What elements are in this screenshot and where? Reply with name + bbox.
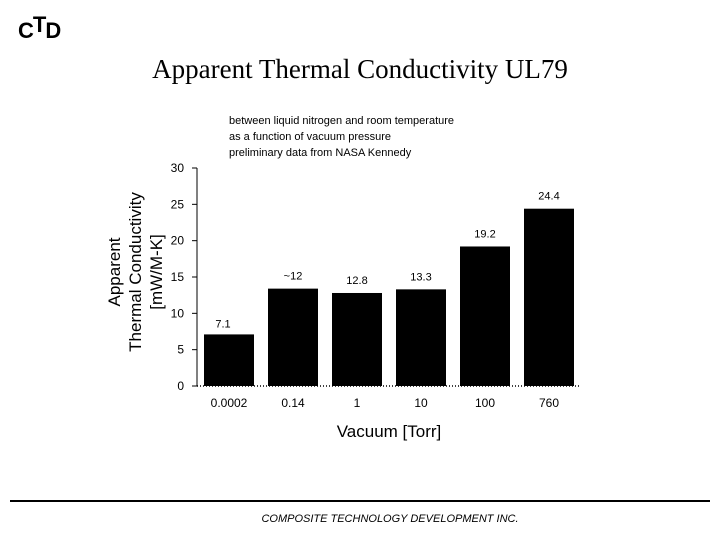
- footer-company-name: COMPOSITE TECHNOLOGY DEVELOPMENT INC.: [261, 513, 519, 525]
- data-label: 24.4: [538, 191, 559, 203]
- y-axis-label-line: [mW/M-K]: [147, 234, 166, 310]
- chart-annotation-line: as a function of vacuum pressure: [229, 131, 391, 143]
- y-axis-label-line: Apparent: [105, 237, 124, 306]
- y-tick-label: 30: [171, 161, 185, 175]
- y-tick-label: 0: [177, 379, 184, 393]
- x-tick-label: 10: [414, 396, 428, 410]
- x-axis-label: Vacuum [Torr]: [337, 422, 442, 441]
- footer-divider: [10, 500, 710, 502]
- y-tick-label: 5: [177, 343, 184, 357]
- y-tick-label: 20: [171, 234, 185, 248]
- y-tick-label: 25: [171, 197, 185, 211]
- chart-annotation-line: preliminary data from NASA Kennedy: [229, 147, 412, 159]
- y-tick-label: 10: [171, 306, 185, 320]
- data-label: 12.8: [346, 275, 367, 287]
- slide-title: Apparent Thermal Conductivity UL79: [152, 54, 568, 84]
- bar: [524, 208, 574, 386]
- x-tick-label: 1: [354, 396, 361, 410]
- logo-letter-c: C: [18, 18, 34, 43]
- x-tick-label: 100: [475, 396, 495, 410]
- data-label: 13.3: [410, 271, 431, 283]
- x-tick-label: 760: [539, 396, 559, 410]
- data-label: ~12: [284, 271, 303, 283]
- y-axis-label-line: Thermal Conductivity: [126, 192, 145, 352]
- x-tick-label: 0.0002: [211, 396, 248, 410]
- x-tick-label: 0.14: [281, 396, 305, 410]
- ctd-logo: CTD: [18, 14, 61, 43]
- logo-letter-d: D: [45, 18, 61, 43]
- bar: [396, 289, 446, 386]
- logo-letter-t: T: [32, 12, 46, 37]
- bar: [460, 246, 510, 386]
- chart-annotation-line: between liquid nitrogen and room tempera…: [229, 115, 454, 127]
- bar-chart: 0 5 10 15 20 25 30 7.1 0.0002 ~12 0.14 12.8 1 13.3 10 1…: [105, 115, 581, 441]
- data-label: 19.2: [474, 228, 495, 240]
- bar: [332, 292, 382, 386]
- data-label: 7.1: [215, 318, 230, 330]
- bar: [268, 288, 318, 386]
- y-tick-label: 15: [171, 270, 185, 284]
- bar: [204, 334, 254, 386]
